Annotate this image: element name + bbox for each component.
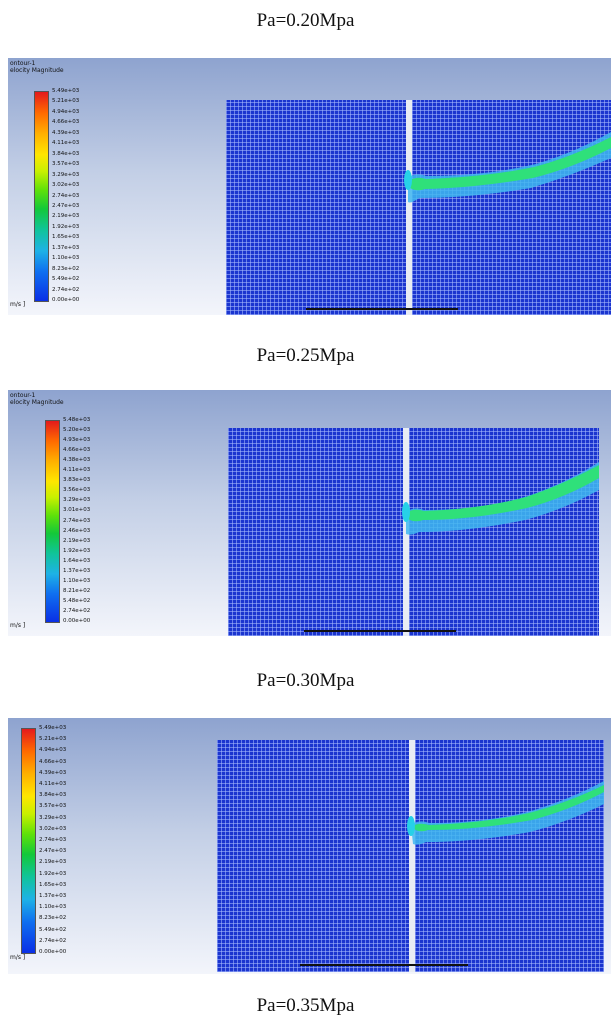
colorbar-tick-label: 3.84e+03 [39,792,67,799]
colorbar-tick-label: 2.74e+03 [52,192,80,199]
colorbar-tick-label: 1.65e+03 [52,234,80,241]
colorbar-tick-label: 4.94e+03 [52,108,80,115]
colorbar-tick-label: 3.57e+03 [52,161,80,168]
colorbar-tick-label: 8.23e+02 [39,915,67,922]
colorbar-ticks: 5.49e+03 5.21e+03 4.94e+03 4.66e+03 4.39e+03… [52,88,102,303]
colorbar-tick-label: 2.19e+03 [39,859,67,866]
colorbar-tick-label: 3.84e+03 [52,150,80,157]
colorbar-tick-label: 8.21e+02 [63,587,91,594]
colorbar-tick-label: 5.21e+03 [52,98,80,105]
unit-label: m/s ] [10,954,26,961]
contour-panel-3: 5.49e+03 5.21e+03 4.94e+03 4.66e+03 4.39e+03… [8,718,611,974]
colorbar-tick-label: 2.19e+03 [52,213,80,220]
colorbar-tick-label: 3.29e+03 [39,814,67,821]
colorbar-tick-label: 4.39e+03 [52,129,80,136]
colorbar-tick-label: 4.11e+03 [39,781,67,787]
contour-panel-2: ontour-1 elocity Magnitude 5.48e+03 5.20e… [8,390,611,636]
colorbar-tick-label: 2.74e+02 [39,937,67,944]
colorbar-ticks: 5.49e+03 5.21e+03 4.94e+03 4.66e+03 4.39e+03… [39,725,89,955]
colorbar-tick-label: 4.11e+03 [63,467,91,474]
mesh-right [415,740,604,972]
colorbar-tick-label: 5.48e+03 [63,417,91,423]
colorbar-tick-label: 1.92e+03 [63,547,91,554]
colorbar-tick-label: 3.02e+03 [52,182,80,189]
colorbar-tick-label: 4.93e+03 [63,437,91,444]
scale-bar [300,964,468,966]
colorbar-tick-label: 4.66e+03 [39,758,67,765]
colorbar-tick-label: 2.19e+03 [63,537,91,544]
wall-plate [409,740,415,972]
colorbar-tick-label: 4.11e+03 [52,140,80,147]
colorbar-tick-label: 2.74e+03 [63,517,91,524]
velocity-jet [407,781,604,845]
velocity-jet [402,462,599,535]
colorbar-tick-label: 0.00e+00 [39,949,67,955]
colorbar [45,420,60,623]
caption-pa-020: Pa=0.20Mpa [256,10,355,31]
unit-label: m/s ] [10,622,26,629]
colorbar-tick-label: 0.00e+00 [52,297,80,303]
mesh-left [217,740,409,972]
colorbar-tick-label: 3.01e+03 [63,507,91,514]
contour-title: ontour-1 elocity Magnitude [10,60,64,74]
colorbar [21,728,36,954]
colorbar-tick-label: 3.02e+03 [39,825,67,832]
colorbar-tick-label: 1.92e+03 [39,870,67,877]
colorbar-tick-label: 1.64e+03 [63,557,91,564]
colorbar-tick-label: 2.46e+03 [63,527,91,534]
colorbar-tick-label: 0.00e+00 [63,618,91,624]
colorbar-tick-label: 1.37e+03 [63,567,91,574]
colorbar-tick-label: 8.23e+02 [52,265,80,272]
colorbar-tick-label: 5.49e+03 [39,725,67,731]
colorbar-tick-label: 3.29e+03 [63,497,91,504]
colorbar-tick-label: 5.21e+03 [39,736,67,743]
colorbar-tick-label: 1.10e+03 [63,577,91,584]
unit-label: m/s ] [10,301,26,308]
colorbar-tick-label: 3.56e+03 [63,487,91,494]
caption-pa-035: Pa=0.35Mpa [256,995,355,1016]
colorbar-tick-label: 1.37e+03 [52,244,80,251]
mesh-left [226,100,406,315]
mesh-right [409,428,599,636]
colorbar-tick-label: 4.66e+03 [52,119,80,126]
colorbar-tick-label: 1.10e+03 [39,904,67,911]
colorbar-tick-label: 1.37e+03 [39,893,67,899]
colorbar-tick-label: 1.92e+03 [52,223,80,230]
caption-pa-025: Pa=0.25Mpa [256,345,355,366]
colorbar-tick-label: 5.49e+02 [52,276,80,283]
mesh-right [412,100,611,315]
contour-panel-1: ontour-1 elocity Magnitude 5.49e+03 5.21e… [8,58,611,315]
colorbar-tick-label: 5.49e+03 [52,88,80,94]
colorbar-tick-label: 4.38e+03 [63,457,91,464]
colorbar-tick-label: 2.74e+03 [39,837,67,843]
caption-pa-030: Pa=0.30Mpa [256,670,355,691]
colorbar-tick-label: 4.66e+03 [63,447,91,454]
colorbar-tick-label: 3.83e+03 [63,477,91,484]
colorbar-ticks: 5.48e+03 5.20e+03 4.93e+03 4.66e+03 4.38e+03… [63,417,113,624]
colorbar-tick-label: 2.74e+02 [52,286,80,293]
colorbar-tick-label: 5.20e+03 [63,427,91,434]
colorbar-tick-label: 4.39e+03 [39,769,67,776]
velocity-jet [404,132,611,203]
scale-bar [304,630,456,632]
mesh-left [228,428,403,636]
colorbar-tick-label: 5.48e+02 [63,597,91,604]
colorbar-tick-label: 3.29e+03 [52,171,80,178]
colorbar-tick-label: 1.10e+03 [52,255,80,262]
wall-plate [406,100,412,315]
colorbar-tick-label: 3.57e+03 [39,803,67,810]
colorbar-tick-label: 4.94e+03 [39,747,67,754]
colorbar [34,91,49,302]
colorbar-tick-label: 2.74e+02 [63,607,91,614]
colorbar-tick-label: 1.65e+03 [39,881,67,888]
colorbar-tick-label: 2.47e+03 [39,848,67,855]
contour-title: ontour-1 elocity Magnitude [10,392,64,406]
colorbar-tick-label: 2.47e+03 [52,202,80,209]
scale-bar [306,308,458,310]
colorbar-tick-label: 5.49e+02 [39,926,67,933]
